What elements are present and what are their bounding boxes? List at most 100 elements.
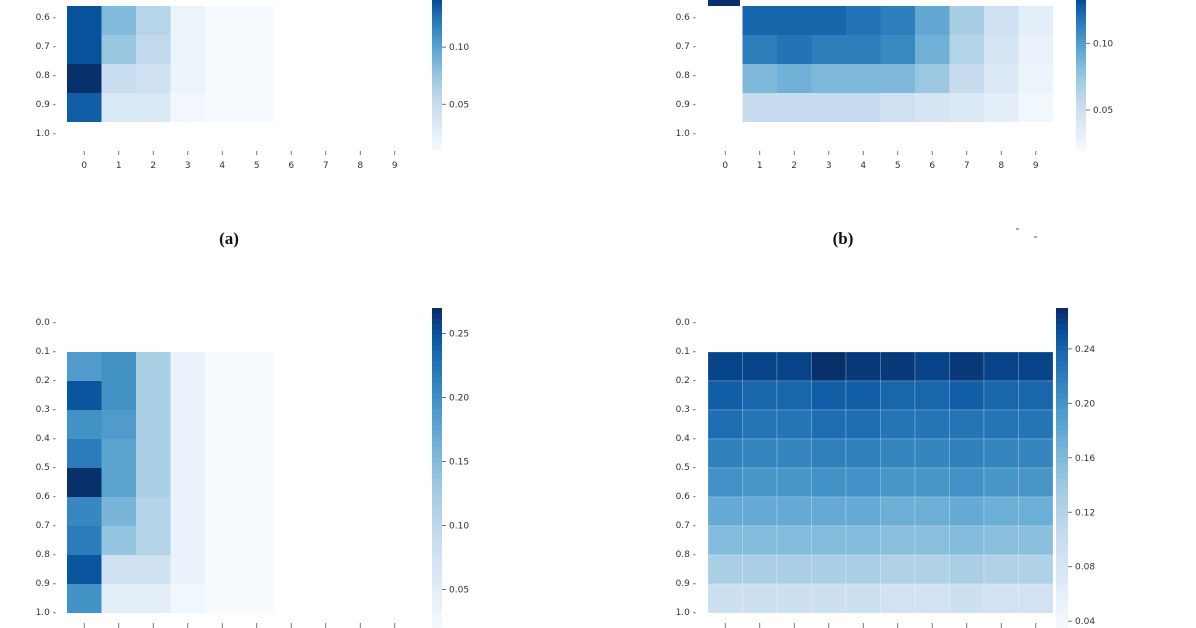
heatmap-a-cell [136, 64, 171, 93]
heatmap-b-cell [742, 35, 777, 64]
y-tick-label-b: 0.8 - [676, 71, 696, 81]
heatmap-d-cell [914, 496, 950, 527]
colorbar-b-segment [1076, 54, 1086, 58]
heatmap-c-cell [170, 468, 205, 497]
heatmap-c-cell [239, 352, 274, 381]
x-tick-label-a: 9 [392, 161, 398, 171]
colorbar-d-segment [1056, 318, 1068, 325]
colorbar-a-segment [432, 16, 442, 20]
heatmap-b-cell [777, 93, 812, 122]
heatmap-b-cell [915, 35, 950, 64]
colorbar-a-segment [432, 88, 442, 92]
heatmap-d-cell [949, 525, 985, 556]
colorbar-a-segment [432, 139, 442, 143]
x-tick-label-a: 0 [81, 161, 87, 171]
heatmap-c-cell [67, 381, 102, 410]
heatmap-c-cell [67, 555, 102, 584]
colorbar-c-segment [432, 340, 442, 346]
colorbar-d-segment [1056, 510, 1068, 517]
colorbar-c-segment [432, 606, 442, 613]
colorbar-c-segment [432, 478, 442, 485]
colorbar-d-segment [1056, 596, 1068, 602]
heatmap-b-cell [880, 6, 915, 35]
colorbar-d-segment [1056, 382, 1068, 389]
heatmap-c-cell [136, 410, 171, 439]
heatmap-c-cell [170, 439, 205, 468]
colorbar-c-segment [432, 510, 442, 517]
y-tick-label-d: 0.8 - [676, 550, 696, 560]
y-tick-label-c: 0.8 - [36, 550, 56, 560]
colorbar-d-tick-label: 0.04 [1075, 617, 1095, 627]
heatmap-c-cell [101, 410, 136, 439]
heatmap-a-cell [67, 64, 102, 93]
colorbar-b-segment [1076, 99, 1086, 103]
heatmap-d-cell [845, 438, 881, 469]
colorbar-b-segment [1076, 83, 1086, 87]
heatmap-b-cell [984, 6, 1019, 35]
colorbar-a-segment [432, 110, 442, 114]
colorbar-b-segment [1076, 0, 1086, 2]
heatmap-d-cell [949, 496, 985, 527]
colorbar-b-segment [1076, 88, 1086, 92]
colorbar-b-segment [1076, 11, 1086, 15]
heatmap-d-cell [811, 409, 847, 440]
colorbar-a-segment [432, 147, 442, 151]
colorbar-a-segment [432, 56, 442, 60]
x-tick-label-b: 6 [929, 161, 935, 171]
colorbar-a-segment [432, 11, 442, 15]
colorbar-c-segment [432, 393, 442, 400]
colorbar-d-segment [1056, 542, 1068, 549]
y-tick-label-c: 0.7 - [36, 521, 56, 531]
colorbar-d-segment [1056, 473, 1068, 480]
heatmap-d-cell [776, 525, 812, 556]
colorbar-b-segment [1076, 72, 1086, 76]
x-tick-label-b: 9 [1033, 161, 1039, 171]
colorbar-d-segment [1056, 494, 1068, 501]
y-tick-label-d: 0.9 - [676, 579, 696, 589]
heatmap-b-cell [949, 93, 984, 122]
colorbar-c-segment [432, 532, 442, 538]
colorbar-b-segment [1076, 59, 1086, 63]
colorbar-d-segment [1056, 548, 1068, 554]
colorbar-a-segment [432, 144, 442, 148]
colorbar-a-segment [432, 62, 442, 66]
colorbar-a-segment [432, 126, 442, 130]
colorbar-b-segment [1076, 51, 1086, 55]
heatmap-b-cell [915, 6, 950, 35]
heatmap-d-cell [983, 496, 1019, 527]
colorbar-b-segment [1076, 147, 1086, 151]
x-tick-label-b: 4 [860, 161, 866, 171]
colorbar-c-segment [432, 414, 442, 421]
heatmap-a-cell [136, 35, 171, 64]
heatmap-b-cell [915, 93, 950, 122]
colorbar-a-segment [432, 64, 442, 68]
heatmap-c-cell [67, 439, 102, 468]
heatmap-a-cell [239, 64, 274, 93]
colorbar-a-segment [432, 51, 442, 55]
heatmap-b-cell [777, 35, 812, 64]
colorbar-d-segment [1056, 436, 1068, 442]
heatmap-c-cell [67, 584, 102, 613]
heatmap-d-cell [845, 583, 881, 614]
heatmap-d-cell [811, 525, 847, 556]
heatmap-d-cell [742, 554, 778, 585]
colorbar-a-segment [432, 6, 442, 10]
colorbar-a-segment [432, 99, 442, 103]
heatmap-d-cell [811, 554, 847, 585]
heatmap-b-cell [984, 35, 1019, 64]
heatmap-b-cell [811, 64, 846, 93]
colorbar-c-segment [432, 473, 442, 480]
colorbar-c-segment [432, 398, 442, 405]
colorbar-d-tick-label: 0.12 [1075, 508, 1095, 518]
colorbar-a-tick-label: 0.05 [449, 100, 469, 110]
heatmap-b-cell [777, 6, 812, 35]
heatmap-b-cell [1018, 35, 1053, 64]
colorbar-b-segment [1076, 19, 1086, 23]
heatmap-a-cell [67, 6, 102, 35]
colorbar-d-segment [1056, 569, 1068, 576]
colorbar-d-segment [1056, 516, 1068, 522]
heatmap-c-cell [67, 410, 102, 439]
heatmap-b-cell [1018, 6, 1053, 35]
heatmap-c-cell [239, 497, 274, 526]
